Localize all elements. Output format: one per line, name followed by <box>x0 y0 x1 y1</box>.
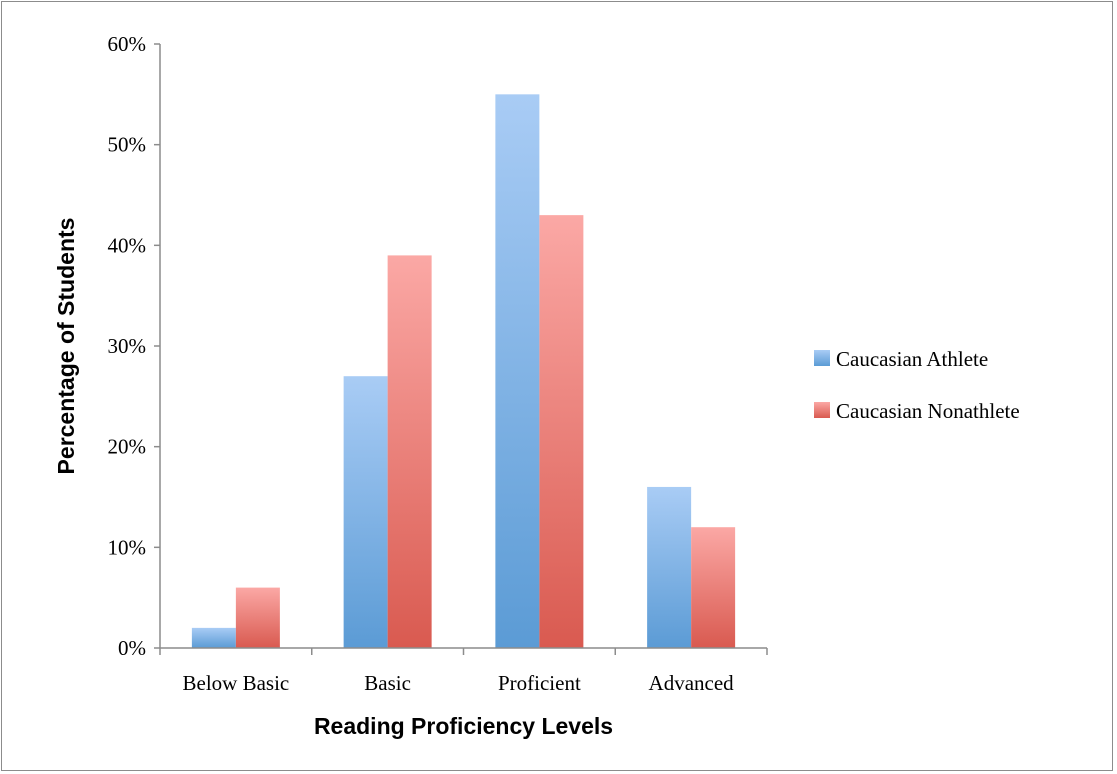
y-tick-label: 50% <box>108 133 147 157</box>
legend-label: Caucasian Nonathlete <box>836 399 1020 423</box>
y-tick-label: 0% <box>118 636 146 660</box>
bars-layer <box>191 94 736 649</box>
y-axis-ticks: 0% 10% 20% 30% 40% 50% 60% <box>108 32 160 660</box>
x-axis-ticks: Below Basic Basic Proficient Advanced <box>159 648 768 695</box>
bar-caucasian-athlete <box>191 627 236 648</box>
y-tick-label: 10% <box>108 535 147 559</box>
bar-caucasian-athlete <box>495 94 540 649</box>
legend-swatch <box>814 402 830 418</box>
bar-caucasian-nonathlete <box>539 215 584 648</box>
legend-label: Caucasian Athlete <box>836 347 988 371</box>
bar-caucasian-nonathlete <box>387 255 432 648</box>
bar-caucasian-nonathlete <box>691 527 736 648</box>
bar-caucasian-athlete <box>343 376 388 648</box>
x-tick-label: Advanced <box>649 671 735 695</box>
legend-swatch <box>814 350 830 366</box>
x-tick-label: Proficient <box>498 671 581 695</box>
y-tick-label: 30% <box>108 334 147 358</box>
y-tick-label: 40% <box>108 233 147 257</box>
bar-caucasian-nonathlete <box>235 587 280 648</box>
x-tick-label: Below Basic <box>183 671 290 695</box>
bar-caucasian-athlete <box>647 486 692 648</box>
legend: Caucasian Athlete Caucasian Nonathlete <box>814 347 1020 423</box>
y-tick-label: 60% <box>108 32 147 56</box>
x-tick-label: Basic <box>364 671 411 695</box>
y-tick-label: 20% <box>108 435 147 459</box>
x-axis-title: Reading Proficiency Levels <box>314 713 613 739</box>
y-axis-title: Percentage of Students <box>53 218 79 475</box>
